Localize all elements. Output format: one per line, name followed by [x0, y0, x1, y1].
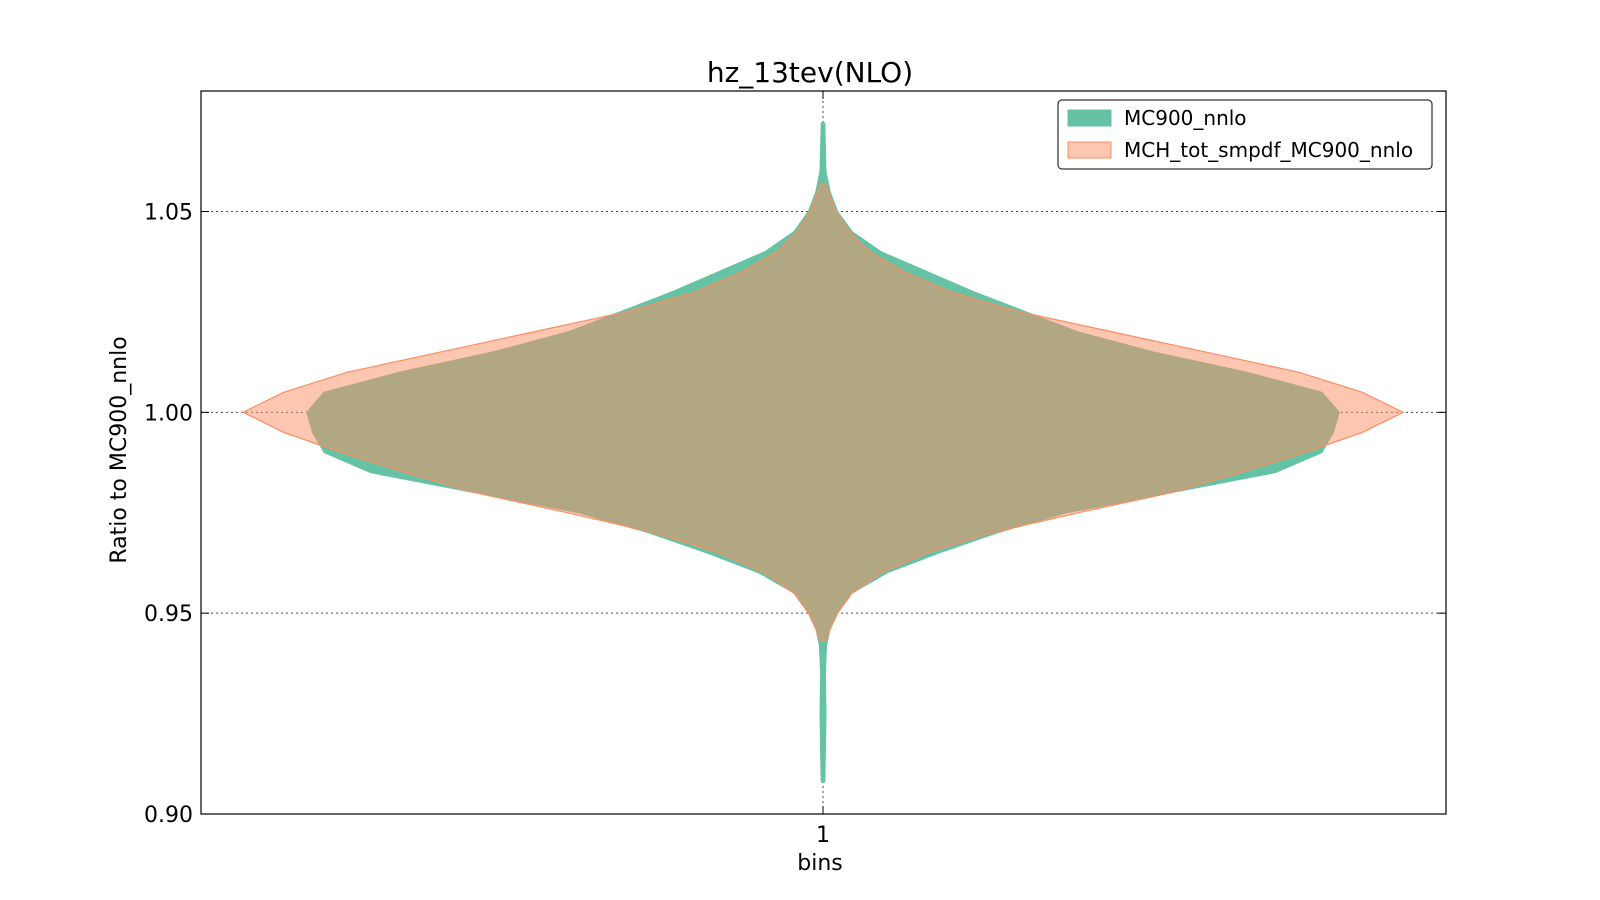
- y-tick-label: 1.05: [144, 201, 193, 226]
- y-tick-label: 0.90: [144, 803, 193, 828]
- legend-label-mc900: MC900_nnlo: [1124, 106, 1247, 130]
- legend-swatch-mc900: [1067, 109, 1112, 127]
- y-tick-label: 0.95: [144, 602, 193, 627]
- y-tick-label: 1.00: [144, 401, 193, 426]
- violins: [241, 122, 1405, 783]
- x-axis-label: bins: [797, 851, 842, 876]
- y-axis-label: Ratio to MC900_nnlo: [107, 336, 132, 563]
- legend-label-mch-tot-smpdf: MCH_tot_smpdf_MC900_nnlo: [1124, 138, 1413, 162]
- chart-title: hz_13tev(NLO): [707, 56, 913, 89]
- violin-mch-tot-smpdf-mc900-nnlo: [241, 182, 1405, 642]
- x-tick-label: 1: [816, 823, 830, 848]
- legend-swatch-mch-tot-smpdf: [1067, 141, 1112, 159]
- legend: MC900_nnlo MCH_tot_smpdf_MC900_nnlo: [1057, 99, 1433, 170]
- axes: 0.90 0.95 1.00 1.05 1: [144, 90, 1447, 848]
- legend-box: [1057, 99, 1433, 170]
